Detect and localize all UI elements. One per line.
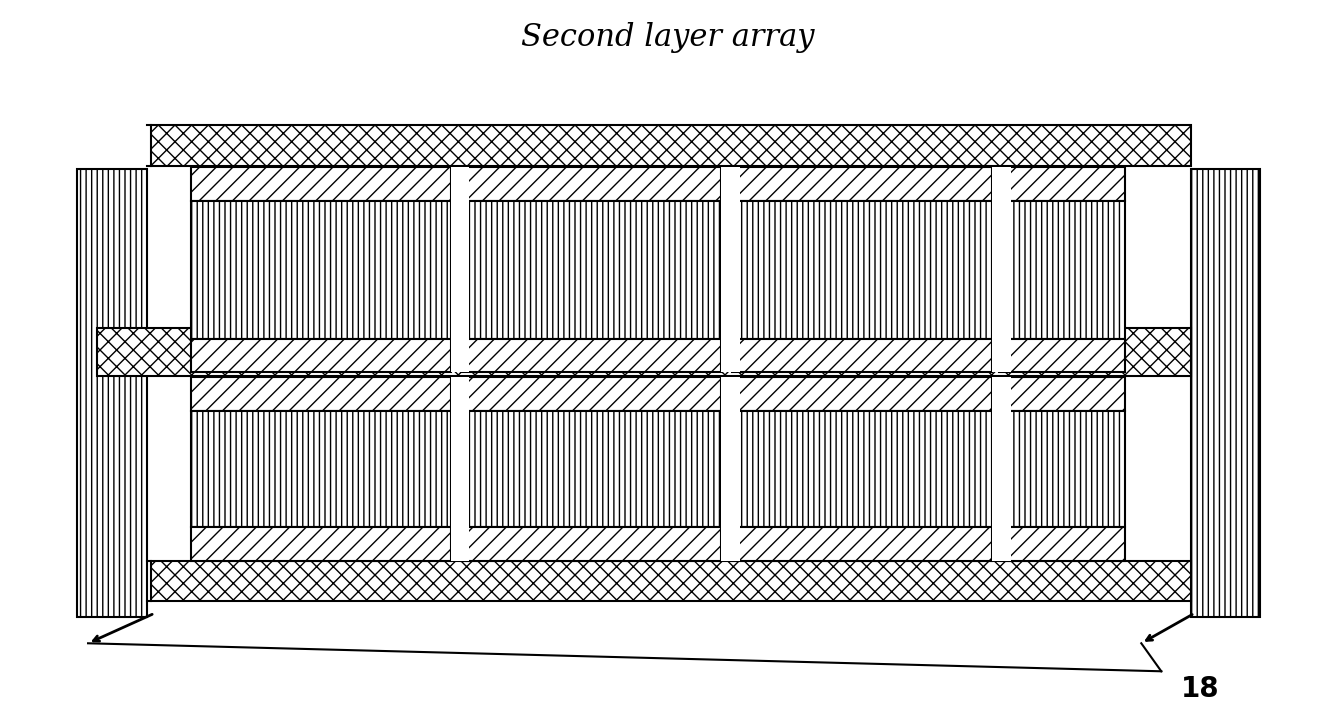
- Bar: [998, 339, 1125, 372]
- Bar: [991, 377, 1010, 561]
- Text: Second layer array: Second layer array: [521, 23, 815, 53]
- Bar: [998, 168, 1125, 201]
- Bar: [191, 201, 450, 339]
- Bar: [151, 125, 1190, 166]
- Bar: [450, 168, 469, 372]
- Bar: [721, 168, 740, 372]
- Bar: [461, 339, 721, 372]
- Bar: [732, 377, 991, 411]
- Bar: [191, 339, 450, 372]
- Bar: [461, 411, 721, 527]
- Bar: [151, 561, 1190, 601]
- Bar: [991, 168, 1010, 372]
- Bar: [191, 168, 450, 201]
- Bar: [461, 527, 721, 561]
- Bar: [732, 339, 991, 372]
- Bar: [732, 168, 991, 201]
- Bar: [721, 377, 740, 561]
- Bar: [732, 201, 991, 339]
- Bar: [191, 527, 450, 561]
- Bar: [191, 377, 450, 411]
- Bar: [998, 377, 1125, 411]
- Bar: [450, 377, 469, 561]
- Bar: [732, 411, 991, 527]
- Bar: [732, 527, 991, 561]
- Bar: [191, 411, 450, 527]
- Bar: [77, 170, 147, 618]
- Bar: [98, 328, 1190, 376]
- Bar: [461, 168, 721, 201]
- Bar: [461, 377, 721, 411]
- Bar: [461, 201, 721, 339]
- Bar: [998, 411, 1125, 527]
- Text: 18: 18: [1181, 674, 1220, 703]
- Bar: [1190, 170, 1260, 618]
- Bar: [998, 201, 1125, 339]
- Bar: [998, 527, 1125, 561]
